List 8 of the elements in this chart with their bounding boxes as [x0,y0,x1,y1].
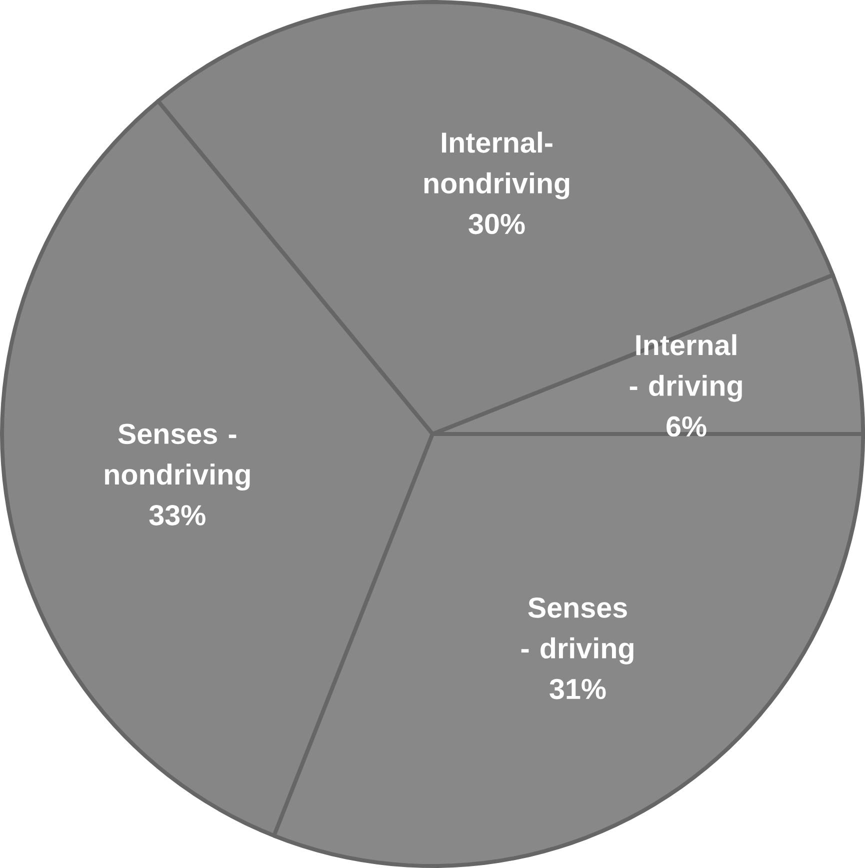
slice-label: Senses - nondriving [104,424,250,491]
data-label: 31% [550,678,606,700]
data-label: 33% [149,505,206,526]
slice-label: Senses - driving [521,598,634,664]
data-label: 30% [468,214,525,234]
slice-label: Internal - driving [630,334,742,402]
slice-label: Internal-nondriving [424,132,570,200]
data-label: 6% [666,416,706,437]
